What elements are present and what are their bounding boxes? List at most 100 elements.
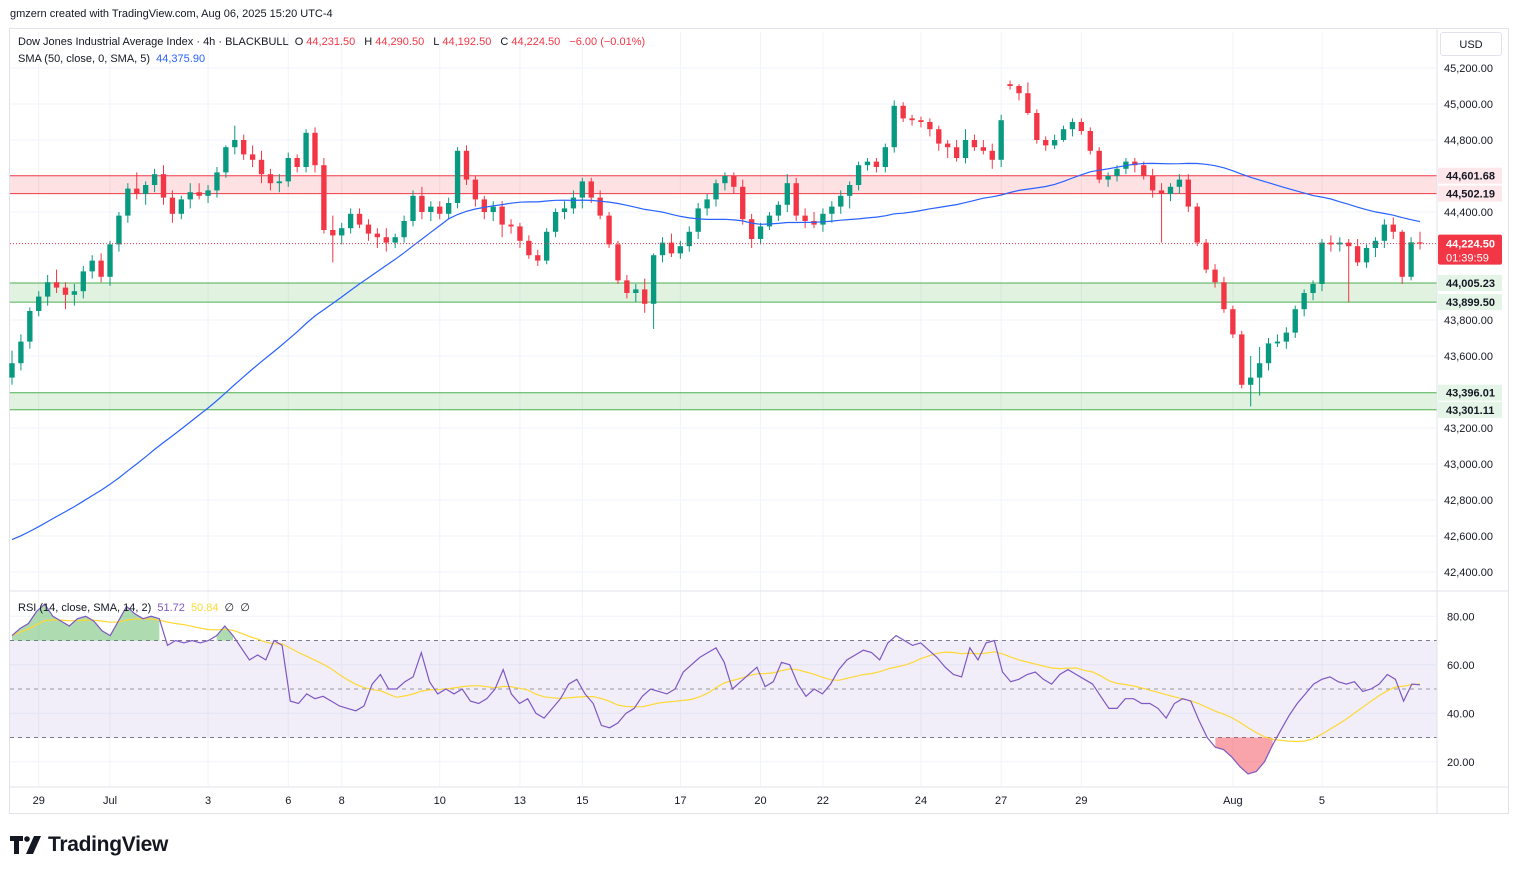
zone-price-label: 43,396.01 xyxy=(1446,388,1495,400)
candle-body xyxy=(205,190,211,196)
candle-body xyxy=(178,199,184,214)
time-tick-label: 22 xyxy=(817,795,829,807)
candle-body xyxy=(1149,176,1156,191)
candle-body xyxy=(321,165,327,230)
candle-body xyxy=(1051,140,1058,146)
candle-body xyxy=(748,219,755,239)
candle-body xyxy=(428,206,434,212)
rsi-tick-label: 40.00 xyxy=(1447,708,1475,720)
candle-body xyxy=(187,192,193,200)
candle-body xyxy=(1167,186,1174,194)
candle-body xyxy=(18,341,24,364)
candle-body xyxy=(312,132,318,166)
candle-body xyxy=(1158,190,1165,194)
rsi-extra-2: ∅ xyxy=(240,602,250,614)
bar-countdown-label: 01:39:59 xyxy=(1446,253,1489,265)
time-tick-label: 5 xyxy=(1319,795,1325,807)
zone-price-label-bg xyxy=(1438,294,1502,311)
candle-body xyxy=(463,150,470,180)
candle-body xyxy=(330,230,336,236)
candle-body xyxy=(267,174,274,184)
candle-body xyxy=(882,147,888,167)
candle-body xyxy=(624,280,630,293)
candle-body xyxy=(53,282,60,288)
candle-body xyxy=(802,215,808,221)
candle-body xyxy=(775,204,782,216)
sma-legend: SMA (50, close, 0, SMA, 5) 44,375.90 xyxy=(18,53,208,65)
candle-body xyxy=(579,181,586,198)
candle-body xyxy=(1248,377,1254,385)
time-tick-label: 27 xyxy=(995,795,1007,807)
candle-body xyxy=(909,118,915,121)
price-tick-label: 43,800.00 xyxy=(1444,315,1493,327)
candle-body xyxy=(864,161,871,166)
candle-body xyxy=(855,165,862,185)
candle-body xyxy=(838,195,844,207)
sma-line xyxy=(11,162,1421,541)
tradingview-logo[interactable]: TradingView xyxy=(10,833,168,857)
candle-body xyxy=(1301,293,1307,310)
rsi-band xyxy=(10,640,1437,738)
candle-body xyxy=(731,176,737,187)
candle-body xyxy=(1043,140,1049,146)
price-tick-label: 44,800.00 xyxy=(1444,135,1493,147)
time-tick-label: 15 xyxy=(576,795,588,807)
candle-body xyxy=(490,206,496,212)
candle-body xyxy=(1239,334,1245,385)
rsi-sma-value: 50.84 xyxy=(190,602,219,614)
candle-body xyxy=(44,282,51,297)
candle-body xyxy=(214,172,220,191)
candle-body xyxy=(829,206,835,214)
time-tick-label: Jul xyxy=(103,795,117,807)
zone-price-label: 44,005.23 xyxy=(1446,278,1495,290)
time-tick-label: 13 xyxy=(514,795,526,807)
candle-body xyxy=(285,158,291,182)
candle-body xyxy=(1417,242,1423,244)
candle-body xyxy=(606,215,612,245)
candle-body xyxy=(241,140,247,155)
candle-body xyxy=(1176,179,1183,187)
candle-body xyxy=(1105,176,1111,180)
currency-button[interactable]: USD xyxy=(1440,32,1502,56)
price-tick-label: 42,400.00 xyxy=(1444,567,1493,579)
candle-body xyxy=(294,158,300,167)
time-tick-label: 10 xyxy=(434,795,446,807)
candle-body xyxy=(971,140,978,148)
candle-body xyxy=(1078,122,1085,131)
zone-price-label: 44,502.19 xyxy=(1446,189,1495,201)
candle-body xyxy=(633,289,639,293)
candle-body xyxy=(1096,150,1102,180)
rsi-tick-label: 80.00 xyxy=(1447,611,1475,623)
candle-body xyxy=(1346,242,1352,247)
price-tick-label: 42,600.00 xyxy=(1444,531,1493,543)
candle-body xyxy=(1310,284,1316,293)
candle-body xyxy=(1230,309,1236,335)
zone-price-label: 44,601.68 xyxy=(1446,171,1495,183)
candle-body xyxy=(223,147,229,173)
candle-body xyxy=(196,192,202,196)
candle-body xyxy=(740,186,746,220)
rsi-overbought-fill xyxy=(12,604,160,641)
candle-body xyxy=(686,231,692,247)
candle-body xyxy=(1221,282,1227,310)
candle-body xyxy=(846,185,853,196)
candle-body xyxy=(962,140,969,158)
candle-body xyxy=(1185,179,1191,207)
candle-body xyxy=(89,260,95,272)
time-tick-label: 6 xyxy=(285,795,291,807)
time-tick-label: Aug xyxy=(1223,795,1243,807)
candle-body xyxy=(125,188,131,216)
rsi-legend: RSI (14, close, SMA, 14, 2) 51.72 50.84 … xyxy=(18,601,253,614)
candle-body xyxy=(445,203,452,214)
candle-body xyxy=(900,105,906,119)
candle-body xyxy=(1283,332,1290,342)
candle-body xyxy=(1354,246,1361,263)
candle-body xyxy=(232,140,238,148)
price-tick-label: 42,800.00 xyxy=(1444,495,1493,507)
candle-body xyxy=(552,212,559,232)
candle-body xyxy=(695,208,701,232)
symbol-title: Dow Jones Industrial Average Index · 4h … xyxy=(18,36,289,48)
price-tick-label: 43,600.00 xyxy=(1444,351,1493,363)
candle-body xyxy=(508,224,514,227)
